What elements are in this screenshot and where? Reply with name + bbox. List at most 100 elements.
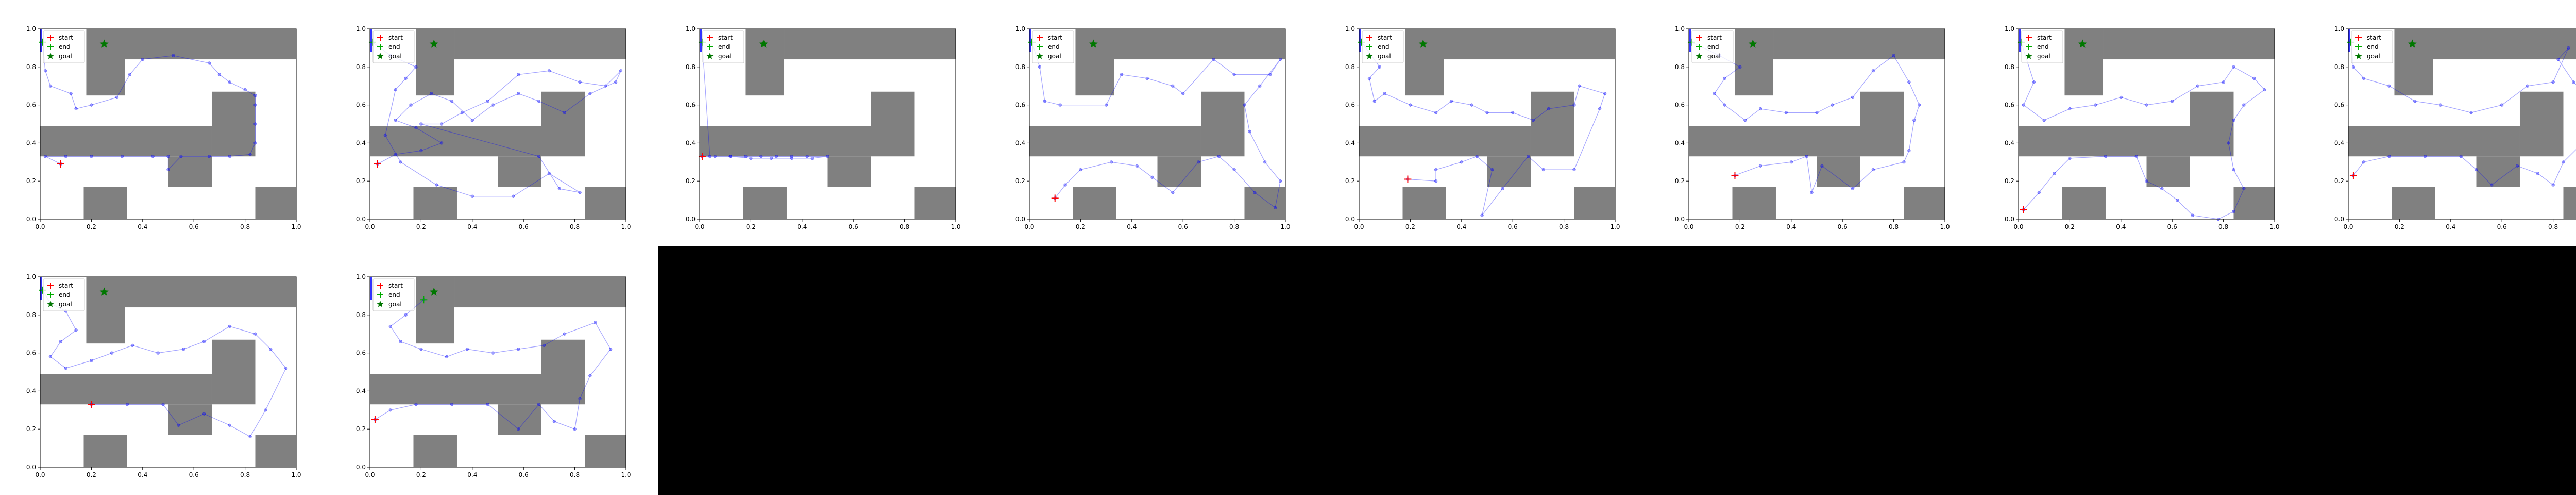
y-tick-label: 0.8 [1345,63,1355,71]
trajectory-point [115,95,119,99]
trajectory-point [2475,168,2478,172]
trajectory-point [537,155,541,158]
trajectory-point [547,69,551,73]
trajectory-point [64,367,67,370]
y-tick-label: 0.4 [356,387,366,394]
obstacle-block [2233,187,2275,219]
trajectory-point [172,54,175,57]
y-tick-label: 1.0 [356,25,366,32]
trajectory-point [614,80,618,84]
trajectory-point [409,103,413,107]
trajectory-point [2022,103,2026,107]
trajectory-point [2387,155,2391,158]
legend-goal-label: goal [59,53,72,60]
trajectory-point [151,155,155,158]
x-tick-label: 0.2 [2395,223,2404,230]
trajectory-point [1871,69,1875,73]
trajectory-point [1212,57,1215,61]
obstacle-block [370,374,541,405]
obstacle-block [1689,126,1860,157]
trajectory-point [2551,183,2555,187]
legend-start-symbol [707,35,713,41]
subplot-8: start end goal 0.00.0 0.2 0.2 0.4 0.4 0.6 0.6 0.8 0… [2334,25,2576,230]
trajectory-point [1480,213,1484,217]
obstacle-block [2392,187,2435,219]
axes-frame [369,28,626,220]
obstacle-block [211,339,256,405]
trajectory-point [388,324,392,328]
trajectory-point [1232,73,1236,76]
legend: start end goal [2351,30,2393,63]
trajectory-point [2232,65,2235,69]
x-tick-label: 0.6 [1508,223,1518,230]
legend-start-symbol [1696,35,1702,41]
x-tick-label: 0.8 [1229,223,1239,230]
obstacle-block [541,91,585,157]
legend-end-label: end [1707,43,1719,51]
legend-start-symbol [2355,35,2362,41]
trajectory-point [64,155,67,158]
trajectory-point [491,351,495,355]
trajectory-point [537,100,541,103]
trajectory-point [2222,80,2225,84]
trajectory-point [2551,80,2555,84]
trajectory-point [228,324,231,328]
trajectory-point [1434,111,1438,114]
x-tick-label: 0.6 [849,223,858,230]
legend-start-symbol [1366,35,1372,41]
trajectory-point [253,94,257,97]
trajectory-point [128,73,132,76]
trajectory-point [1918,103,1921,107]
obstacle-block [1860,91,1904,157]
obstacle-block [83,435,127,467]
obstacle-block [1773,29,1945,60]
obstacle-block [541,339,585,405]
trajectory-point [563,111,566,114]
x-tick-label: 0.0 [365,223,375,230]
trajectory-point [744,155,748,158]
x-tick-label: 0.6 [189,223,199,230]
trajectory-point [1253,191,1257,194]
x-tick-label: 0.0 [1684,223,1693,230]
trajectory-point [1526,155,1530,158]
y-tick-label: 0.4 [26,387,36,394]
trajectory-point [517,348,520,351]
trajectory-point [177,423,180,427]
left-wall-band [1029,29,1031,52]
trajectory-point [1196,160,1200,164]
trajectory-point [2119,95,2123,99]
y-tick-label: 0.2 [356,177,366,185]
x-tick-label: 0.2 [1076,223,1086,230]
left-wall-band [1359,29,1361,52]
y-tick-label: 0.6 [26,350,36,357]
trajectory-point [1278,57,1282,61]
trajectory-point [125,403,129,406]
trajectory-point [2387,84,2391,88]
legend-end-symbol [1696,44,1702,50]
x-tick-label: 1.0 [291,223,301,230]
trajectory-point [1789,160,1793,164]
y-tick-label: 1.0 [2005,25,2014,32]
trajectory-point [74,328,78,332]
trajectory-point [440,141,444,145]
trajectory-point [1409,103,1412,107]
trajectory-point [161,403,165,406]
legend-end-label: end [2037,43,2049,51]
obstacle-block [83,187,127,219]
obstacle-block [1530,91,1574,157]
trajectory-point [1268,73,1272,76]
y-tick-label: 0.6 [26,102,36,109]
legend-end-label: end [388,43,400,51]
goal-marker [99,39,109,48]
trajectory-point [419,122,423,126]
obstacle-block [585,435,626,467]
trajectory-point [1181,92,1185,95]
trajectory-point [759,155,763,158]
trajectory-point [1105,103,1108,107]
trajectory-point [2438,103,2443,107]
x-tick-label: 0.0 [1354,223,1364,230]
y-tick-label: 0.2 [2005,177,2014,185]
legend-end-label: end [1378,43,1389,51]
left-wall-band [370,29,372,52]
obstacle-block [168,404,212,435]
